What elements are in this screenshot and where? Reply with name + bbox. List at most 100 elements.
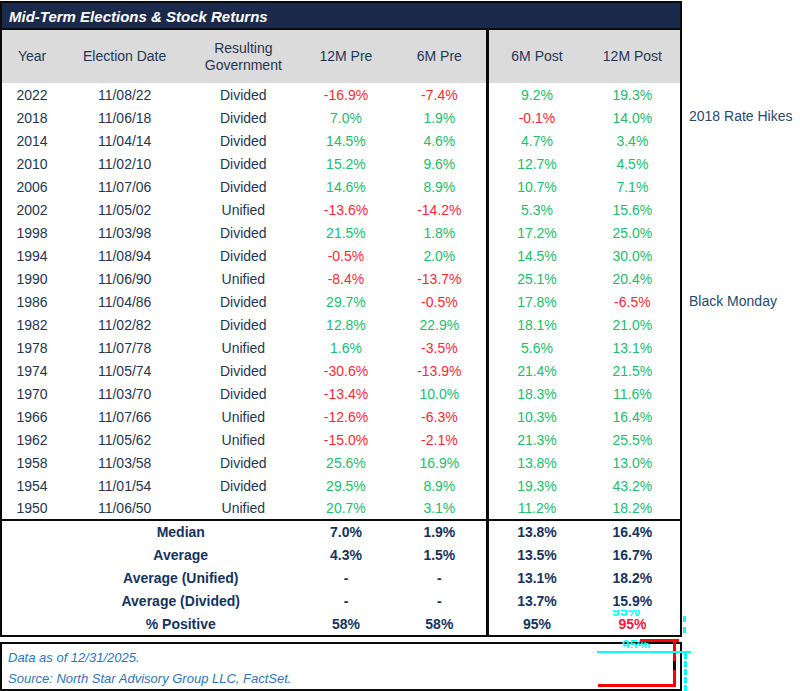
summary-value: 1.9% — [393, 520, 488, 543]
table-cell: 21.4% — [488, 359, 585, 382]
table-cell: Unified — [187, 336, 299, 359]
table-cell: 25.1% — [488, 267, 585, 290]
table-cell: 4.6% — [393, 129, 488, 152]
table-cell: 25.6% — [299, 451, 392, 474]
table-cell: 19.3% — [585, 83, 680, 106]
table-row: 198611/04/86Divided29.7%-0.5%17.8%-6.5% — [2, 290, 680, 313]
summary-value: 4.3% — [299, 543, 392, 566]
table-cell: Unified — [187, 497, 299, 520]
table-cell: 19.3% — [488, 474, 585, 497]
table-cell: 1994 — [2, 244, 62, 267]
table-cell: 13.1% — [585, 336, 680, 359]
table-row: 200211/05/02Unified-13.6%-14.2%5.3%15.6% — [2, 198, 680, 221]
summary-value: 16.7% — [585, 543, 680, 566]
table-cell: 1.6% — [299, 336, 392, 359]
table-cell: 1998 — [2, 221, 62, 244]
summary-row: Average4.3%1.5%13.5%16.7% — [2, 543, 680, 566]
column-header: Resulting Government — [187, 30, 299, 83]
table-cell: -6.3% — [393, 405, 488, 428]
table-cell: 7.0% — [299, 106, 392, 129]
table-data-body: 202211/08/22Divided-16.9%-7.4%9.2%19.3%2… — [2, 83, 680, 520]
column-header: Year — [2, 30, 62, 83]
table-row: 201411/04/14Divided14.5%4.6%4.7%3.4% — [2, 129, 680, 152]
summary-value: 95% — [488, 612, 585, 635]
table-cell: 11/08/22 — [62, 83, 187, 106]
table-cell: 29.7% — [299, 290, 392, 313]
table-row: 197411/05/74Divided-30.6%-13.9%21.4%21.5… — [2, 359, 680, 382]
table-cell: Divided — [187, 290, 299, 313]
table-cell: 20.4% — [585, 267, 680, 290]
table-cell: 13.0% — [585, 451, 680, 474]
table-cell: 9.6% — [393, 152, 488, 175]
table-row: 201811/06/18Divided7.0%1.9%-0.1%14.0% — [2, 106, 680, 129]
summary-row: % Positive58%58%95%95% — [2, 612, 680, 635]
table-cell: -13.9% — [393, 359, 488, 382]
table-cell: 1966 — [2, 405, 62, 428]
table-cell: 1970 — [2, 382, 62, 405]
table-cell: 11/05/74 — [62, 359, 187, 382]
table-cell: 11/07/06 — [62, 175, 187, 198]
footer-source: Source: North Star Advisory Group LLC, F… — [8, 668, 680, 689]
table-cell: 4.7% — [488, 129, 585, 152]
summary-spacer-cell — [2, 612, 62, 635]
table-cell: 11/03/98 — [62, 221, 187, 244]
table-cell: 14.0% — [585, 106, 680, 129]
table-cell: Unified — [187, 405, 299, 428]
table-row: 197011/03/70Divided-13.4%10.0%18.3%11.6% — [2, 382, 680, 405]
table-cell: 14.5% — [299, 129, 392, 152]
column-header: 6M Post — [488, 30, 585, 83]
column-header: 12M Post — [585, 30, 680, 83]
table-cell: 21.0% — [585, 313, 680, 336]
table-cell: 17.8% — [488, 290, 585, 313]
table-cell: Divided — [187, 129, 299, 152]
table-cell: 11.6% — [585, 382, 680, 405]
table-cell: 7.1% — [585, 175, 680, 198]
table-cell: 3.4% — [585, 129, 680, 152]
annotation-black-monday: Black Monday — [689, 293, 777, 309]
summary-value: 13.8% — [488, 520, 585, 543]
table-cell: 3.1% — [393, 497, 488, 520]
table-cell: 8.9% — [393, 175, 488, 198]
table-cell: 1.9% — [393, 106, 488, 129]
table-cell: 11/03/58 — [62, 451, 187, 474]
table-cell: Divided — [187, 244, 299, 267]
table-cell: 29.5% — [299, 474, 392, 497]
table-cell: 10.0% — [393, 382, 488, 405]
table-cell: 21.5% — [299, 221, 392, 244]
table-cell: 1962 — [2, 428, 62, 451]
table-row: 196611/07/66Unified-12.6%-6.3%10.3%16.4% — [2, 405, 680, 428]
table-cell: Unified — [187, 198, 299, 221]
table-cell: Divided — [187, 359, 299, 382]
summary-spacer-cell — [2, 589, 62, 612]
summary-value: - — [393, 566, 488, 589]
table-cell: -14.2% — [393, 198, 488, 221]
table-cell: -30.6% — [299, 359, 392, 382]
table-row: 202211/08/22Divided-16.9%-7.4%9.2%19.3% — [2, 83, 680, 106]
table-cell: 2014 — [2, 129, 62, 152]
returns-table-panel: Mid-Term Elections & Stock Returns YearE… — [0, 1, 682, 637]
table-cell: 11/01/54 — [62, 474, 187, 497]
table-cell: Divided — [187, 83, 299, 106]
table-cell: 1954 — [2, 474, 62, 497]
table-cell: 14.6% — [299, 175, 392, 198]
summary-value: 16.4% — [585, 520, 680, 543]
summary-value: 15.9% — [585, 589, 680, 612]
table-cell: Divided — [187, 152, 299, 175]
table-cell: Divided — [187, 175, 299, 198]
table-cell: 11/06/18 — [62, 106, 187, 129]
table-cell: 11/06/90 — [62, 267, 187, 290]
table-cell: Divided — [187, 221, 299, 244]
table-cell: 18.3% — [488, 382, 585, 405]
table-cell: Unified — [187, 428, 299, 451]
cyan-overlay-dash-vertical — [683, 616, 686, 633]
summary-value: 13.1% — [488, 566, 585, 589]
cyan-overlay-line-vertical — [684, 653, 687, 691]
table-cell: 1982 — [2, 313, 62, 336]
table-row: 197811/07/78Unified1.6%-3.5%5.6%13.1% — [2, 336, 680, 359]
table-cell: 11/07/66 — [62, 405, 187, 428]
table-cell: -0.1% — [488, 106, 585, 129]
table-cell: 11.2% — [488, 497, 585, 520]
table-cell: -0.5% — [299, 244, 392, 267]
summary-value: 58% — [393, 612, 488, 635]
table-row: 196211/05/62Unified-15.0%-2.1%21.3%25.5% — [2, 428, 680, 451]
